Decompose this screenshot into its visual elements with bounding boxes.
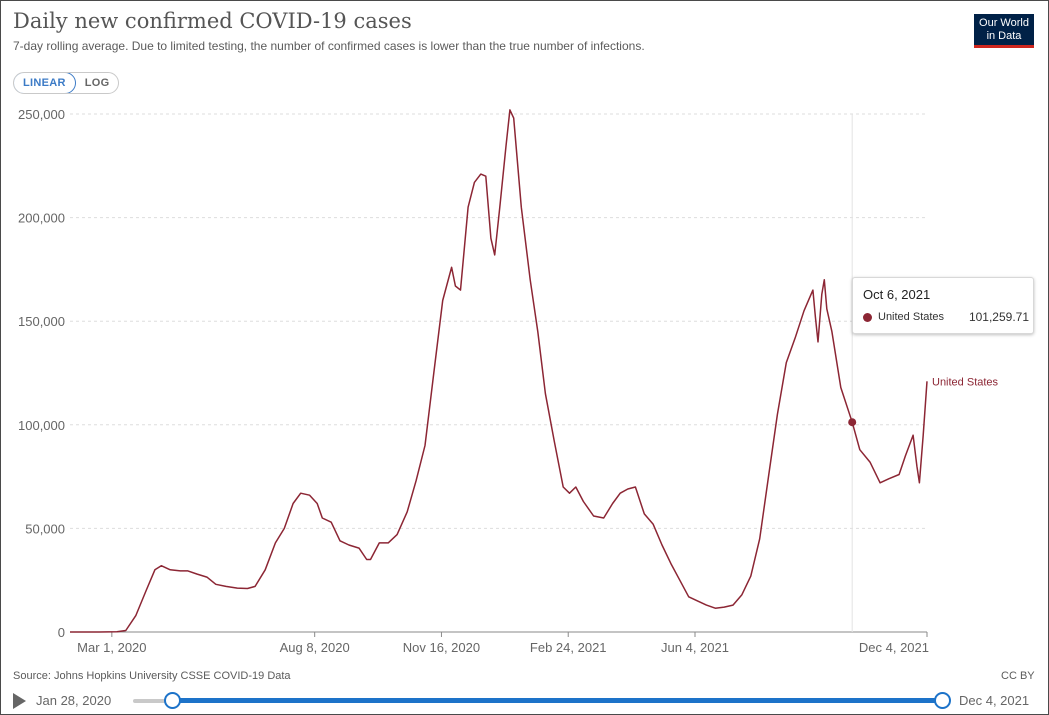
x-tick-label: Mar 1, 2020 bbox=[77, 640, 146, 655]
timeline-end-label: Dec 4, 2021 bbox=[959, 693, 1030, 708]
tooltip-series-dot bbox=[863, 312, 872, 322]
x-tick-label: Jun 4, 2021 bbox=[661, 640, 729, 655]
x-tick-label: Dec 4, 2021 bbox=[859, 640, 929, 655]
series-end-label: United States bbox=[932, 376, 999, 388]
tooltip-value: 101,259.71 bbox=[968, 310, 1029, 324]
series-line-united-states bbox=[70, 109, 928, 633]
y-tick-label: 250,000 bbox=[18, 107, 65, 122]
tooltip-row: United States 101,259.71 bbox=[863, 310, 1029, 324]
owid-logo[interactable]: Our World in Data bbox=[974, 14, 1034, 48]
tooltip-entity: United States bbox=[878, 311, 945, 323]
y-tick-label: 100,000 bbox=[18, 418, 65, 433]
y-tick-label: 50,000 bbox=[25, 521, 65, 536]
log-scale-button[interactable]: LOG bbox=[84, 77, 110, 89]
source-note[interactable]: Source: Johns Hopkins University CSSE CO… bbox=[13, 670, 291, 682]
y-tick-label: 0 bbox=[58, 625, 65, 640]
logo-line-2: in Data bbox=[986, 30, 1022, 42]
license-label[interactable]: CC BY bbox=[1001, 670, 1035, 682]
chart-title: Daily new confirmed COVID-19 cases bbox=[13, 9, 412, 33]
timeline-selected-range bbox=[172, 698, 943, 703]
logo-line-1: Our World bbox=[979, 17, 1029, 29]
x-tick-label: Nov 16, 2020 bbox=[403, 640, 480, 655]
x-tick-label: Aug 8, 2020 bbox=[280, 640, 350, 655]
timeline-start-handle[interactable] bbox=[164, 692, 181, 709]
timeline-start-label: Jan 28, 2020 bbox=[36, 693, 112, 708]
y-tick-label: 150,000 bbox=[18, 314, 65, 329]
scale-toggle: LINEAR LOG bbox=[13, 72, 120, 94]
y-tick-label: 200,000 bbox=[18, 211, 65, 226]
linear-scale-button[interactable]: LINEAR bbox=[14, 73, 76, 93]
hover-point bbox=[848, 418, 857, 427]
chart-subtitle: 7-day rolling average. Due to limited te… bbox=[13, 39, 645, 53]
hover-tooltip: Oct 6, 2021 United States 101,259.71 bbox=[852, 277, 1034, 334]
timeline-end-handle[interactable] bbox=[934, 692, 951, 709]
play-icon[interactable] bbox=[13, 693, 26, 709]
tooltip-date: Oct 6, 2021 bbox=[863, 287, 931, 302]
x-tick-label: Feb 24, 2021 bbox=[530, 640, 607, 655]
